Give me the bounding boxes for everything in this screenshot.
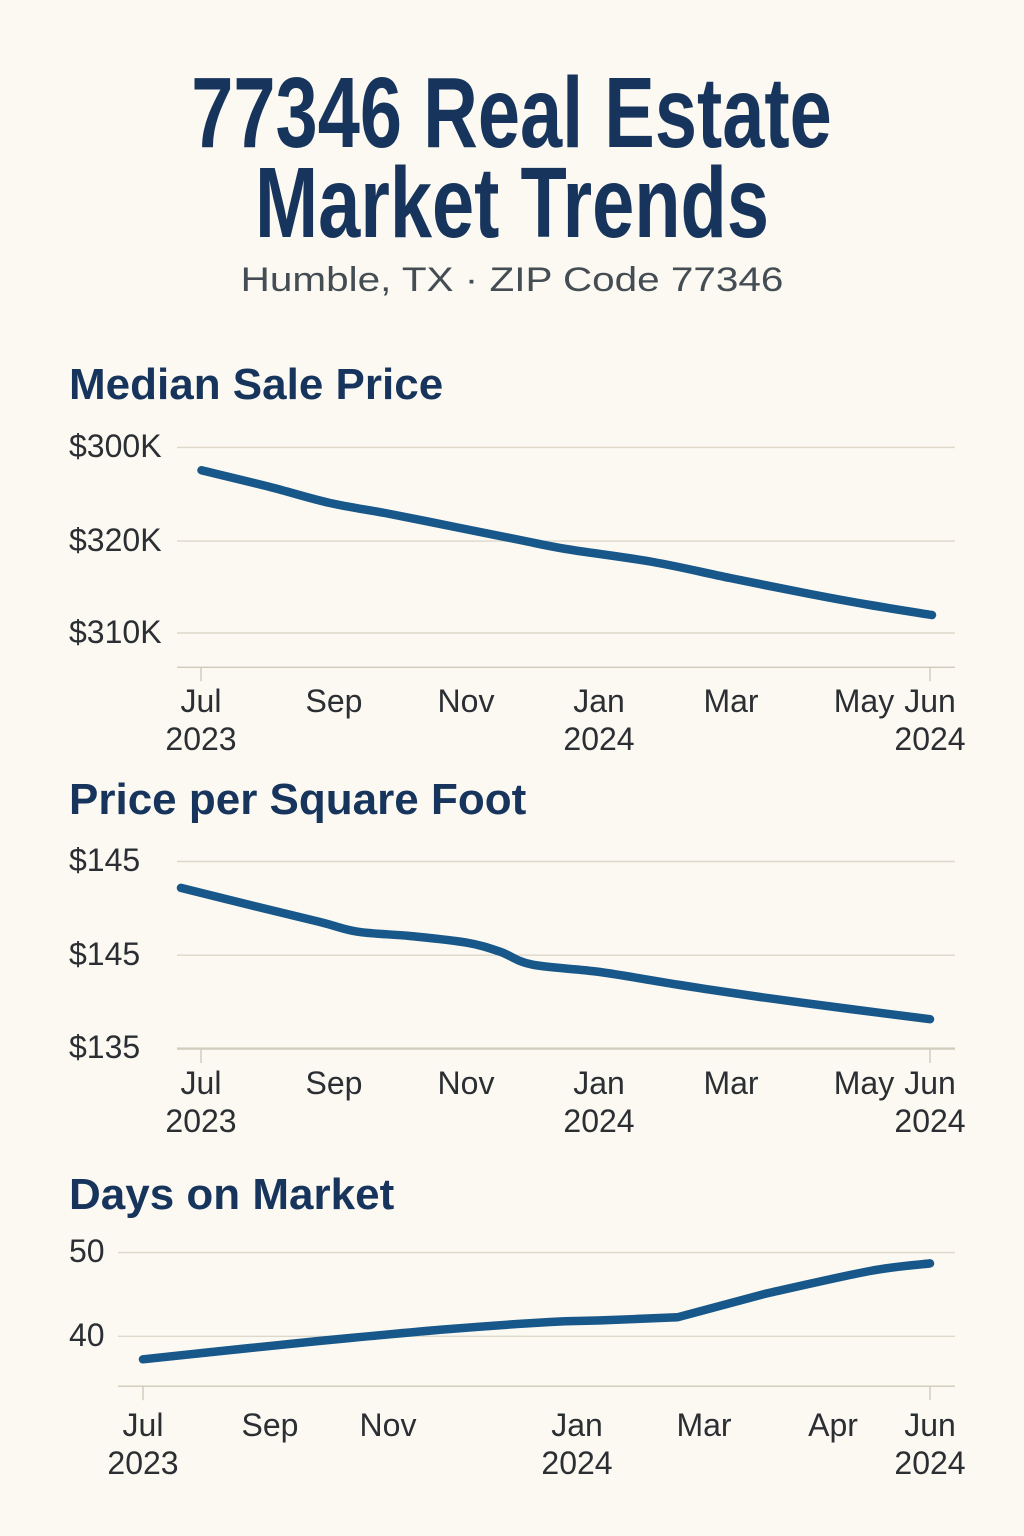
svg-text:2023: 2023 — [107, 1445, 178, 1481]
svg-text:Sep: Sep — [242, 1407, 299, 1443]
svg-text:Jul: Jul — [181, 683, 222, 719]
svg-text:2024: 2024 — [541, 1445, 612, 1481]
svg-text:Nov: Nov — [360, 1407, 417, 1443]
svg-text:$310K: $310K — [69, 614, 162, 650]
svg-text:Nov: Nov — [438, 683, 495, 719]
svg-text:Sep: Sep — [306, 1065, 363, 1101]
svg-text:Jun: Jun — [904, 1407, 956, 1443]
svg-text:2023: 2023 — [165, 1103, 236, 1139]
svg-text:2024: 2024 — [563, 721, 634, 757]
svg-text:Jan: Jan — [551, 1407, 603, 1443]
svg-text:Jul: Jul — [181, 1065, 222, 1101]
svg-text:Apr: Apr — [808, 1407, 858, 1443]
svg-text:50: 50 — [69, 1233, 105, 1269]
svg-text:Sep: Sep — [306, 683, 363, 719]
svg-text:Jun: Jun — [904, 1065, 956, 1101]
svg-text:40: 40 — [69, 1317, 105, 1353]
svg-text:Jan: Jan — [573, 1065, 625, 1101]
svg-text:Jul: Jul — [123, 1407, 164, 1443]
svg-text:$135: $135 — [69, 1029, 140, 1065]
svg-text:$145: $145 — [69, 842, 140, 878]
svg-text:Nov: Nov — [438, 1065, 495, 1101]
svg-text:$145: $145 — [69, 936, 140, 972]
svg-text:Mar: Mar — [703, 1065, 758, 1101]
svg-text:2024: 2024 — [894, 1445, 965, 1481]
svg-text:2023: 2023 — [165, 721, 236, 757]
svg-text:Jun: Jun — [904, 683, 956, 719]
svg-text:Mar: Mar — [703, 683, 758, 719]
svg-text:2024: 2024 — [563, 1103, 634, 1139]
svg-text:2024: 2024 — [894, 1103, 965, 1139]
svg-text:Jan: Jan — [573, 683, 625, 719]
svg-text:2024: 2024 — [894, 721, 965, 757]
svg-text:May: May — [834, 1065, 894, 1101]
svg-text:$320K: $320K — [69, 522, 162, 558]
svg-text:$300K: $300K — [69, 428, 162, 464]
svg-text:May: May — [834, 683, 894, 719]
svg-text:Mar: Mar — [676, 1407, 731, 1443]
